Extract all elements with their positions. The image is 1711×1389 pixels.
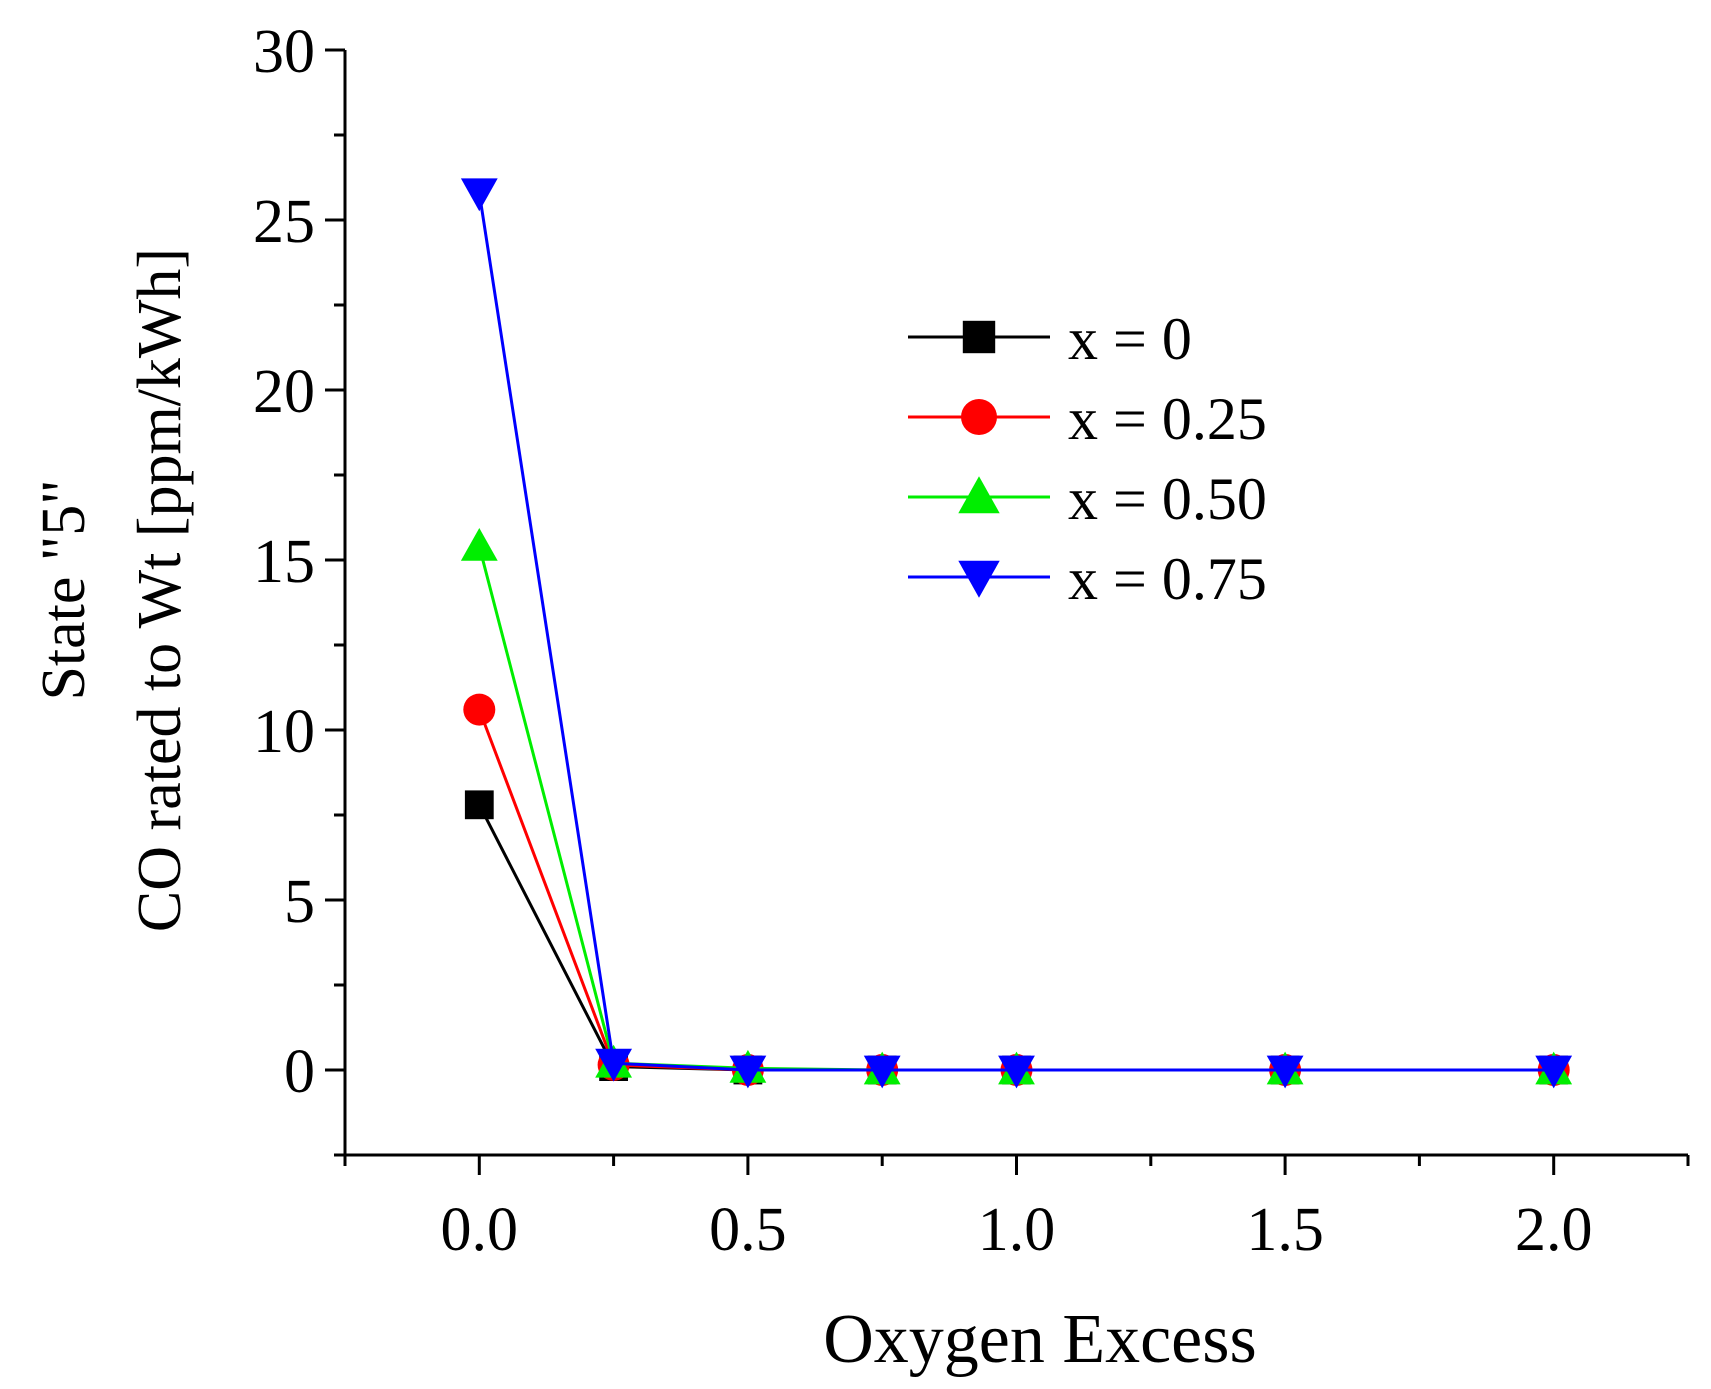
- data-point: [595, 1048, 632, 1082]
- legend: x = 0 x = 0.25 x = 0.50 x = 0.75: [908, 306, 1267, 612]
- data-point: [998, 1055, 1035, 1089]
- data-point: [729, 1055, 767, 1089]
- axes: 0 5 10 15 20 25 30 0.0 0.5 1.0 1.5 2.0: [253, 18, 1690, 1264]
- series-3: [460, 178, 1573, 1089]
- legend-marker: [962, 320, 996, 354]
- x-axis-label: Oxygen Excess: [823, 1301, 1257, 1378]
- legend-label: x = 0.75: [1068, 546, 1267, 612]
- data-point: [464, 790, 494, 820]
- y-tick-label: 15: [253, 528, 315, 596]
- y-tick-label: 30: [253, 18, 315, 86]
- y-tick-label: 5: [284, 868, 315, 936]
- x-tick-label: 0.0: [441, 1196, 519, 1264]
- data-point: [463, 693, 496, 726]
- y-tick-label: 10: [253, 698, 315, 766]
- legend-marker: [961, 399, 997, 435]
- y-axis-label-line2: CO rated to Wt [ppm/kWh]: [126, 248, 194, 932]
- legend-marker: [958, 560, 1000, 598]
- y-tick-label: 20: [253, 358, 315, 426]
- data-point: [460, 528, 498, 561]
- series-1: [463, 693, 1570, 1086]
- series-line: [477, 546, 1554, 1072]
- series-layer: [460, 178, 1573, 1089]
- series-line: [477, 709, 1554, 1072]
- data-point: [863, 1055, 901, 1089]
- y-tick-label: 0: [284, 1038, 315, 1106]
- data-point: [460, 178, 498, 212]
- legend-marker: [958, 476, 1000, 514]
- series-2: [460, 528, 1573, 1085]
- x-tick-label: 1.5: [1246, 1196, 1324, 1264]
- legend-label: x = 0.25: [1068, 386, 1267, 452]
- series-0: [464, 790, 1569, 1085]
- data-point: [1266, 1055, 1304, 1089]
- legend-label: x = 0: [1068, 306, 1192, 372]
- x-tick-label: 1.0: [978, 1196, 1056, 1264]
- y-tick-label: 25: [253, 188, 315, 256]
- x-tick-label: 2.0: [1515, 1196, 1593, 1264]
- series-line: [477, 192, 1554, 1072]
- data-point: [1535, 1055, 1573, 1089]
- series-line: [477, 804, 1554, 1072]
- y-axis-label-line1: State "5": [30, 479, 98, 700]
- x-tick-label: 0.5: [709, 1196, 787, 1264]
- legend-label: x = 0.50: [1068, 466, 1267, 532]
